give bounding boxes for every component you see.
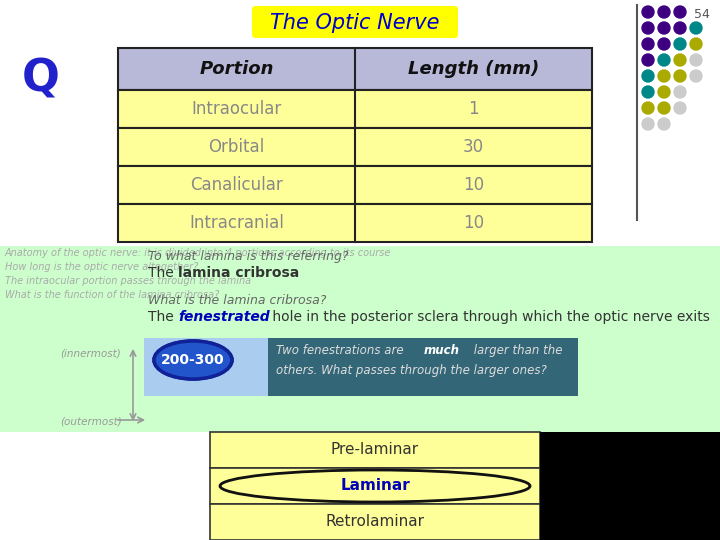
Text: The Optic Nerve: The Optic Nerve bbox=[270, 13, 440, 33]
Circle shape bbox=[658, 118, 670, 130]
Text: larger than the: larger than the bbox=[470, 344, 562, 357]
Bar bbox=[210, 504, 540, 540]
Text: Intracranial: Intracranial bbox=[189, 214, 284, 232]
Text: Length (mm): Length (mm) bbox=[408, 60, 539, 78]
Circle shape bbox=[690, 22, 702, 34]
Text: 1: 1 bbox=[468, 100, 479, 118]
Text: fenestrated: fenestrated bbox=[178, 310, 269, 324]
Bar bbox=[118, 166, 592, 204]
Text: Anatomy of the optic nerve: it is divided into 4 portions according to its cours: Anatomy of the optic nerve: it is divide… bbox=[5, 248, 720, 258]
Text: much: much bbox=[424, 344, 460, 357]
Text: What is the lamina cribrosa?: What is the lamina cribrosa? bbox=[148, 294, 326, 307]
Bar bbox=[540, 432, 720, 540]
Circle shape bbox=[690, 54, 702, 66]
Text: Q: Q bbox=[22, 58, 60, 101]
Ellipse shape bbox=[154, 341, 232, 379]
Circle shape bbox=[642, 118, 654, 130]
Circle shape bbox=[674, 102, 686, 114]
Circle shape bbox=[642, 54, 654, 66]
FancyBboxPatch shape bbox=[252, 6, 458, 38]
Bar bbox=[210, 432, 540, 468]
Text: To what lamina is this referring?: To what lamina is this referring? bbox=[148, 250, 348, 263]
Text: 200-300: 200-300 bbox=[161, 353, 225, 367]
Bar bbox=[268, 338, 578, 396]
Circle shape bbox=[658, 54, 670, 66]
Bar bbox=[118, 48, 592, 90]
Text: 10: 10 bbox=[463, 214, 484, 232]
Text: The intraocular portion passes through the lamina: The intraocular portion passes through t… bbox=[5, 276, 251, 286]
Circle shape bbox=[658, 102, 670, 114]
Circle shape bbox=[642, 70, 654, 82]
Text: hole in the posterior sclera through which the optic nerve exits: hole in the posterior sclera through whi… bbox=[268, 310, 710, 324]
Circle shape bbox=[674, 22, 686, 34]
Text: Laminar: Laminar bbox=[340, 478, 410, 494]
Text: 200-300: 200-300 bbox=[161, 353, 225, 367]
Text: Portion: Portion bbox=[199, 60, 274, 78]
Text: Pre-laminar: Pre-laminar bbox=[331, 442, 419, 457]
Text: Canalicular: Canalicular bbox=[190, 176, 283, 194]
Text: 30: 30 bbox=[463, 138, 484, 156]
Text: others. What passes through the larger ones?: others. What passes through the larger o… bbox=[276, 364, 546, 377]
Circle shape bbox=[642, 86, 654, 98]
Bar bbox=[0, 246, 720, 432]
Circle shape bbox=[674, 86, 686, 98]
Text: 54: 54 bbox=[694, 8, 710, 21]
Circle shape bbox=[642, 38, 654, 50]
Text: Two fenestrations are: Two fenestrations are bbox=[276, 344, 408, 357]
Text: (outermost): (outermost) bbox=[60, 416, 122, 426]
Ellipse shape bbox=[154, 341, 232, 379]
Circle shape bbox=[674, 54, 686, 66]
Text: Orbital: Orbital bbox=[208, 138, 265, 156]
Text: The: The bbox=[148, 310, 178, 324]
Text: Retrolaminar: Retrolaminar bbox=[325, 515, 425, 530]
Text: What is the function of the lamina cribrosa?: What is the function of the lamina cribr… bbox=[5, 290, 220, 300]
Circle shape bbox=[658, 38, 670, 50]
Circle shape bbox=[658, 22, 670, 34]
Text: 10: 10 bbox=[463, 176, 484, 194]
Circle shape bbox=[658, 70, 670, 82]
Circle shape bbox=[690, 70, 702, 82]
Circle shape bbox=[690, 38, 702, 50]
Bar bbox=[118, 90, 592, 128]
Text: Intraocular: Intraocular bbox=[192, 100, 282, 118]
Circle shape bbox=[674, 70, 686, 82]
Bar bbox=[118, 128, 592, 166]
Text: How long is the optic nerve altogether?: How long is the optic nerve altogether? bbox=[5, 262, 198, 272]
Circle shape bbox=[674, 38, 686, 50]
Circle shape bbox=[642, 22, 654, 34]
Circle shape bbox=[658, 86, 670, 98]
Circle shape bbox=[674, 6, 686, 18]
Text: (innermost): (innermost) bbox=[60, 348, 121, 358]
Bar bbox=[210, 468, 540, 504]
Text: The: The bbox=[148, 266, 178, 280]
Bar bbox=[118, 204, 592, 242]
Circle shape bbox=[642, 102, 654, 114]
Bar bbox=[144, 338, 276, 396]
Circle shape bbox=[642, 6, 654, 18]
Text: How many fe: How many fe bbox=[148, 344, 221, 354]
Text: lamina cribrosa: lamina cribrosa bbox=[178, 266, 300, 280]
Circle shape bbox=[658, 6, 670, 18]
